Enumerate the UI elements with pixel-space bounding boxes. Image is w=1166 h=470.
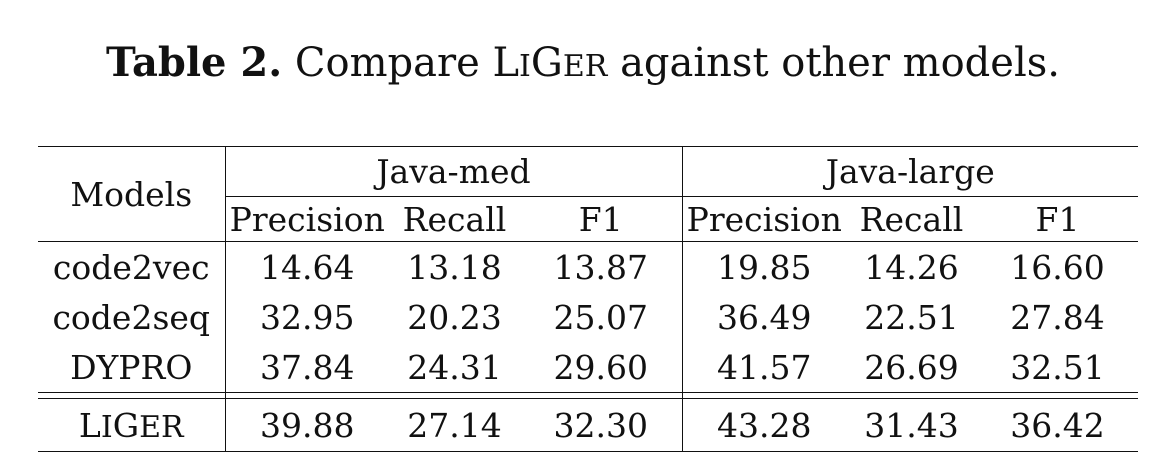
metric-header: Recall xyxy=(402,199,507,239)
header-row-metrics: Precision Recall F1 Precision Recall F1 xyxy=(38,196,1138,242)
value-cell: 27.84 xyxy=(1010,297,1105,337)
table-row: code2seq 32.95 20.23 25.07 36.49 22.51 2… xyxy=(38,292,1138,342)
value-cell: 43.28 xyxy=(682,398,846,452)
table-row: code2vec 14.64 13.18 13.87 19.85 14.26 1… xyxy=(38,241,1138,292)
model-cell-ours: LIGER xyxy=(38,398,226,452)
table-caption: Table 2. Compare LIGER against other mod… xyxy=(0,38,1166,92)
caption-model-name: LIGER xyxy=(492,40,608,86)
caption-label: Table 2. xyxy=(106,39,283,86)
value-cell: 24.31 xyxy=(389,342,520,393)
value-cell: 22.51 xyxy=(864,297,959,337)
metric-header: Precision xyxy=(686,199,842,239)
group-header-java-med: Java-med xyxy=(225,146,683,197)
value-cell: 37.84 xyxy=(225,342,389,393)
table-row-ours: LIGER 39.88 27.14 32.30 43.28 31.43 36.4… xyxy=(38,398,1138,452)
group-header-java-large: Java-large xyxy=(682,146,1138,197)
header-row-groups: Models Java-med Java-large xyxy=(38,146,1138,242)
value-cell: 25.07 xyxy=(520,292,683,342)
metric-header: F1 xyxy=(520,196,683,242)
value-cell: 36.49 xyxy=(717,297,812,337)
ours-model-name: LIGER xyxy=(78,405,184,445)
value-cell: 16.60 xyxy=(977,241,1138,292)
model-cell: code2seq xyxy=(38,292,226,342)
models-header: Models xyxy=(38,146,226,242)
model-cell: DYPRO xyxy=(38,342,226,393)
value-cell: 14.64 xyxy=(225,241,389,292)
value-cell: 39.88 xyxy=(225,398,389,452)
caption-text-after: against other models. xyxy=(620,40,1060,86)
double-rule-gap xyxy=(38,392,1138,399)
value-cell: 27.14 xyxy=(389,398,520,452)
caption-text-before: Compare xyxy=(294,40,480,86)
value-cell: 29.60 xyxy=(520,342,683,393)
value-cell: 31.43 xyxy=(846,398,977,452)
value-cell: 14.26 xyxy=(846,241,977,292)
results-table: Models Java-med Java-large Precision Rec… xyxy=(38,146,1138,452)
value-cell: 32.30 xyxy=(520,398,683,452)
metric-header: F1 xyxy=(1035,199,1080,239)
value-cell: 32.95 xyxy=(260,297,355,337)
value-cell: 26.69 xyxy=(846,342,977,393)
value-cell: 13.87 xyxy=(520,241,683,292)
value-cell: 36.42 xyxy=(977,398,1138,452)
metric-header: Recall xyxy=(859,199,964,239)
table-row: DYPRO 37.84 24.31 29.60 41.57 26.69 32.5… xyxy=(38,342,1138,393)
value-cell: 41.57 xyxy=(682,342,846,393)
value-cell: 13.18 xyxy=(389,241,520,292)
metric-header: Precision xyxy=(229,199,385,239)
model-cell: code2vec xyxy=(38,241,226,292)
value-cell: 32.51 xyxy=(977,342,1138,393)
value-cell: 20.23 xyxy=(407,297,502,337)
value-cell: 19.85 xyxy=(682,241,846,292)
